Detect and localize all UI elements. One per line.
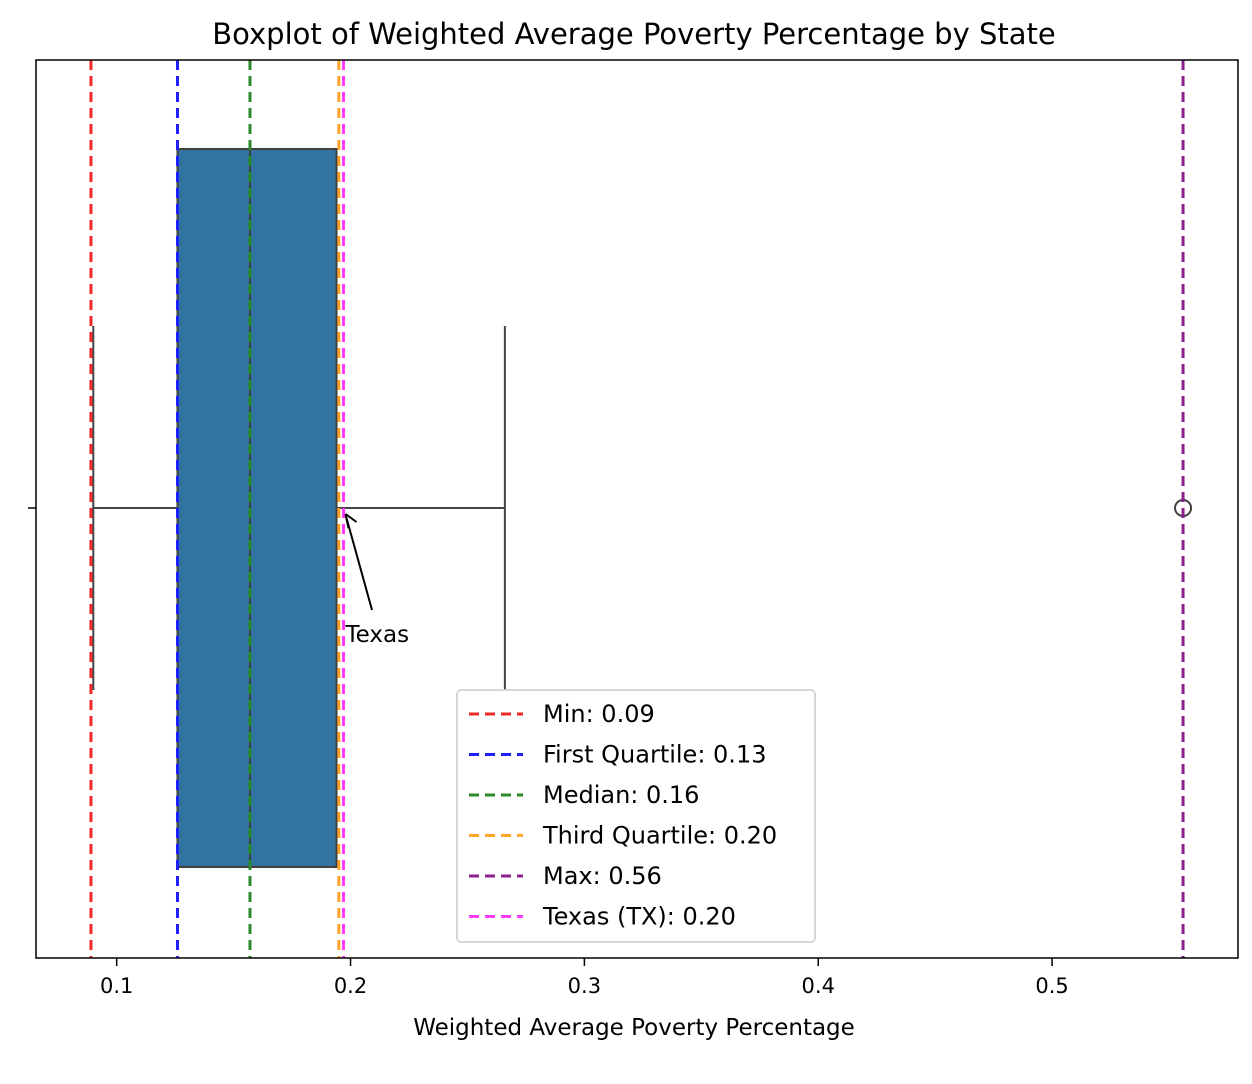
box-iqr: [176, 148, 338, 868]
legend-entry-label: Median: 0.16: [543, 781, 699, 809]
x-tick-label: 0.3: [568, 974, 601, 998]
legend-entry-label: Min: 0.09: [543, 700, 655, 728]
annotation-arrow-line: [345, 517, 373, 611]
legend-entry-label: Texas (TX): 0.20: [542, 903, 736, 931]
annotation-label: Texas: [345, 622, 410, 648]
annotation-arrowhead: [344, 513, 358, 529]
x-tick-label: 0.4: [802, 974, 835, 998]
legend-entry-label: Third Quartile: 0.20: [542, 822, 777, 850]
x-axis: 0.1 0.2 0.3 0.4 0.5: [28, 507, 1069, 998]
x-tick-label: 0.1: [100, 974, 133, 998]
legend-entry-label: First Quartile: 0.13: [543, 741, 766, 769]
x-axis-label: Weighted Average Poverty Percentage: [413, 1015, 855, 1041]
chart-title: Boxplot of Weighted Average Poverty Perc…: [212, 17, 1055, 51]
x-tick-label: 0.5: [1035, 974, 1068, 998]
plot-frame: [35, 59, 1239, 959]
legend: Min: 0.09 First Quartile: 0.13 Median: 0.1…: [456, 689, 816, 943]
legend-box: [456, 689, 816, 943]
legend-entry-label: Max: 0.56: [543, 862, 662, 890]
x-tick-label: 0.2: [334, 974, 367, 998]
